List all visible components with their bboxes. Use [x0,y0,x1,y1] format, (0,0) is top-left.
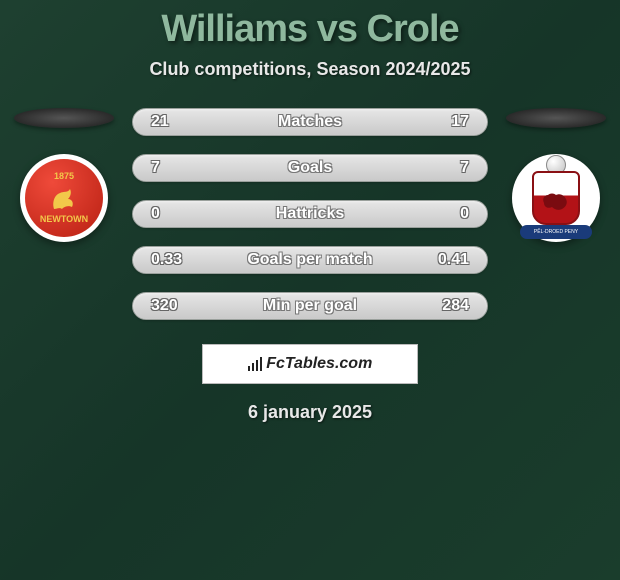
stat-row-min-per-goal: 320 Min per goal 284 [132,292,488,320]
brand-text: FcTables.com [266,355,372,373]
left-name-pill [14,108,114,128]
stat-right-val: 284 [442,297,469,315]
stat-right-val: 0.41 [438,251,469,269]
stat-label: Min per goal [263,297,357,315]
stat-left-val: 0.33 [151,251,182,269]
comparison-card: Williams vs Crole Club competitions, Sea… [0,0,620,423]
stat-label: Goals per match [247,251,372,269]
shield-icon [532,171,580,225]
stats-column: 21 Matches 17 7 Goals 7 0 Hattricks 0 0.… [124,108,496,320]
stat-row-matches: 21 Matches 17 [132,108,488,136]
right-crest-inner: PÊL-DROED PENY [519,161,593,235]
stat-label: Hattricks [276,205,344,223]
griffin-icon [46,183,82,213]
stat-right-val: 7 [460,159,469,177]
stat-left-val: 7 [151,159,160,177]
page-title: Williams vs Crole [0,8,620,51]
subtitle: Club competitions, Season 2024/2025 [0,59,620,80]
right-player-col: PÊL-DROED PENY [496,108,616,242]
left-crest-inner: 1875 NEWTOWN [25,159,103,237]
stat-left-val: 320 [151,297,178,315]
brand-watermark: FcTables.com [202,344,418,384]
bars-icon [248,357,263,371]
crest-left-year: 1875 [54,172,74,181]
left-player-col: 1875 NEWTOWN [4,108,124,242]
stat-label: Matches [278,113,342,131]
stat-right-val: 17 [451,113,469,131]
main-row: 1875 NEWTOWN 21 Matches 17 7 Goals 7 [0,108,620,320]
left-club-crest: 1875 NEWTOWN [20,154,108,242]
stat-left-val: 0 [151,205,160,223]
right-club-crest: PÊL-DROED PENY [512,154,600,242]
crest-right-banner: PÊL-DROED PENY [520,225,592,239]
stat-left-val: 21 [151,113,169,131]
stat-label: Goals [288,159,332,177]
crest-left-name: NEWTOWN [40,215,88,224]
date-label: 6 january 2025 [0,402,620,423]
stat-right-val: 0 [460,205,469,223]
stat-row-goals-per-match: 0.33 Goals per match 0.41 [132,246,488,274]
right-name-pill [506,108,606,128]
stat-row-hattricks: 0 Hattricks 0 [132,200,488,228]
dragon-icon [534,173,578,223]
stat-row-goals: 7 Goals 7 [132,154,488,182]
